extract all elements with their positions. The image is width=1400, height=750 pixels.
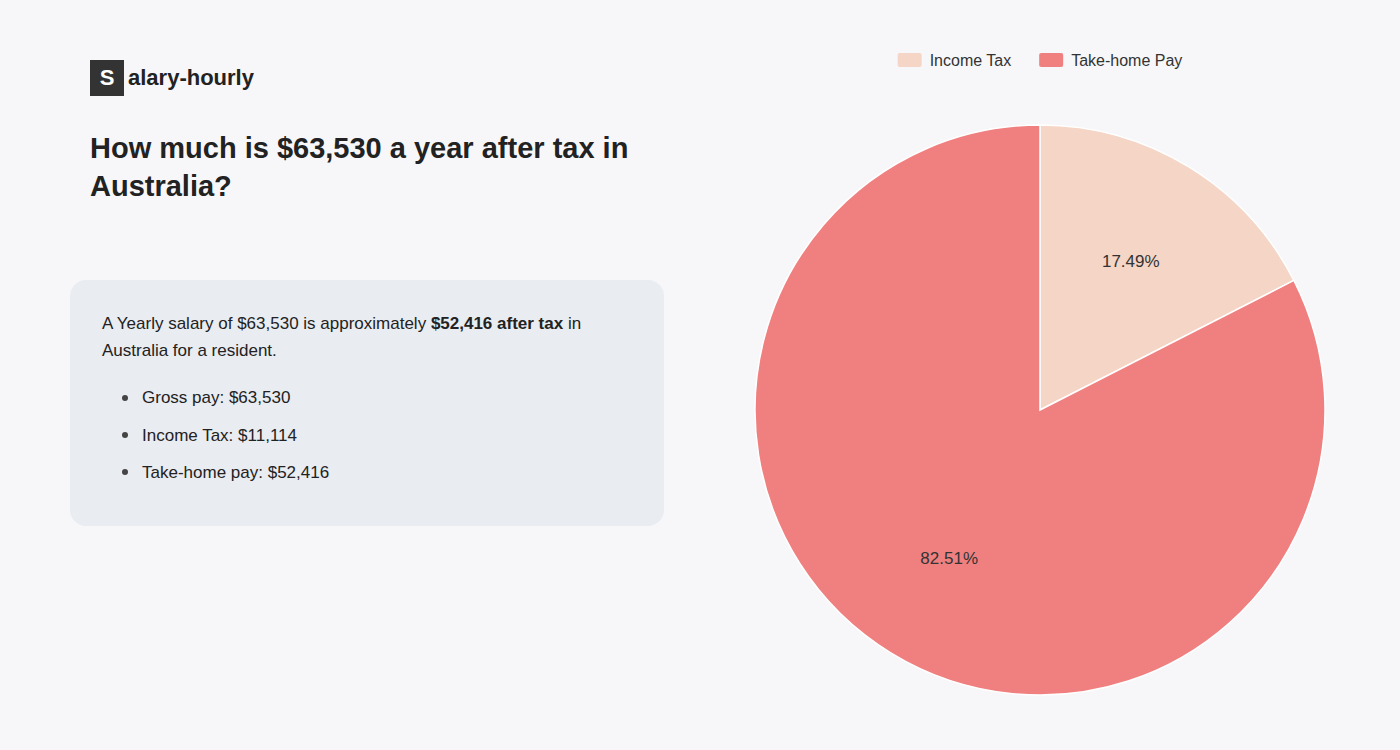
bullet-dot	[122, 469, 128, 475]
data-label: 17.49%	[1102, 252, 1160, 271]
info-box: A Yearly salary of $63,530 is approximat…	[70, 280, 664, 526]
legend: Income Tax Take-home Pay	[898, 52, 1183, 69]
info-text: in	[563, 314, 581, 333]
bullet-dot	[122, 395, 128, 401]
title: How much is $63,530 a year after tax in …	[90, 130, 660, 205]
slices	[755, 125, 1325, 695]
bullet-text: Gross pay: $63,530	[142, 384, 290, 411]
data-label: 82.51%	[920, 549, 978, 568]
bullet-dot	[122, 432, 128, 438]
data-labels: 17.49% 82.51%	[920, 252, 1159, 568]
logo-mark: S	[90, 60, 124, 96]
logo: Salary-hourly	[90, 60, 254, 96]
legend-label: Income Tax	[930, 52, 1012, 69]
pie-chart: 17.49% 82.51% Income Tax Take-home Pay	[680, 0, 1400, 750]
bullet-list: Gross pay: $63,530 Income Tax: $11,114 Tak…	[102, 384, 632, 486]
page: Salary-hourly How much is $63,530 a year …	[0, 0, 1400, 750]
info-paragraph: A Yearly salary of $63,530 is approximat…	[102, 310, 632, 364]
bullet-text: Take-home pay: $52,416	[142, 459, 329, 486]
info-panel: Salary-hourly How much is $63,530 a year …	[0, 0, 680, 750]
bullet-item: Gross pay: $63,530	[122, 384, 632, 411]
bullet-text: Income Tax: $11,114	[142, 422, 297, 449]
logo-text: alary-hourly	[128, 65, 254, 91]
info-highlight: $52,416 after tax	[431, 314, 563, 333]
pie-panel: 17.49% 82.51% Income Tax Take-home Pay	[680, 0, 1400, 750]
bullet-item: Income Tax: $11,114	[122, 422, 632, 449]
legend-swatch	[1039, 53, 1063, 67]
pie-slice	[755, 125, 1325, 695]
info-text: A Yearly salary of $63,530 is approximat…	[102, 314, 431, 333]
legend-swatch	[898, 53, 922, 67]
info-text: Australia for a resident.	[102, 341, 277, 360]
bullet-item: Take-home pay: $52,416	[122, 459, 632, 486]
legend-label: Take-home Pay	[1071, 52, 1182, 69]
